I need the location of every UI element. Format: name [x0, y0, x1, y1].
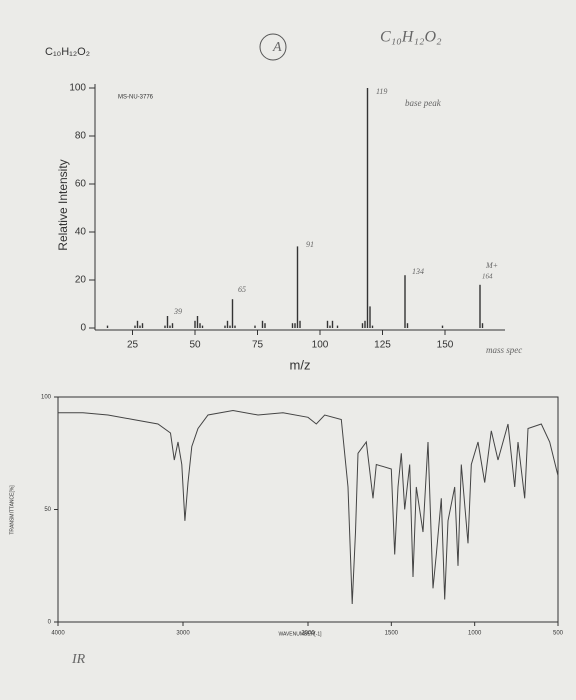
- peak: [366, 88, 369, 328]
- x-axis-label: m/z: [290, 357, 311, 372]
- peak: [294, 323, 296, 328]
- peak: [141, 323, 144, 328]
- peak: [196, 316, 199, 328]
- peak: [134, 325, 136, 328]
- peak: [136, 320, 139, 328]
- peak: [481, 323, 484, 328]
- handwritten-note: 91: [306, 240, 314, 249]
- peak: [326, 320, 329, 328]
- handwritten-note: mass spec: [486, 345, 522, 355]
- x-tick-label: 100: [312, 340, 329, 351]
- x-tick-label: 1000: [468, 631, 482, 637]
- peak: [194, 320, 196, 328]
- handwritten-note: M+: [485, 261, 498, 270]
- x-tick-label: 125: [374, 340, 391, 351]
- x-tick-label: 4000: [51, 631, 65, 637]
- x-tick-label: 3000: [176, 631, 190, 637]
- peak: [171, 323, 174, 328]
- peak: [164, 325, 166, 328]
- peak: [479, 284, 481, 328]
- peak: [364, 320, 366, 328]
- y-tick-label: 80: [75, 131, 87, 142]
- x-tick-label: 1500: [385, 631, 399, 637]
- x-tick-label: 75: [252, 340, 264, 351]
- x-tick-label: 150: [437, 340, 454, 351]
- y-tick-label: 50: [44, 507, 51, 513]
- handwritten-note: 134: [412, 267, 424, 276]
- peak: [336, 325, 339, 328]
- peak: [106, 325, 109, 328]
- handwritten-note: base peak: [405, 98, 442, 108]
- x-tick-label: 25: [127, 340, 139, 351]
- peak: [296, 246, 299, 328]
- x-tick-label: 2000: [301, 631, 315, 637]
- peak: [261, 320, 264, 328]
- y-tick-label: 20: [75, 275, 87, 286]
- handwritten-note: 119: [376, 87, 387, 96]
- handwritten-note: IR: [71, 652, 86, 667]
- peak: [169, 325, 171, 328]
- y-tick-label: 40: [75, 227, 87, 238]
- peak: [441, 325, 444, 328]
- peak: [406, 323, 409, 328]
- peak: [299, 320, 301, 328]
- chart-label: MS-NU-3776: [118, 95, 154, 101]
- peak: [231, 299, 234, 328]
- handwritten-note: 39: [173, 307, 182, 316]
- peak: [369, 306, 371, 328]
- peak: [139, 325, 141, 328]
- peak: [404, 275, 406, 328]
- y-axis-label: Relative Intensity: [56, 159, 70, 250]
- peak: [291, 323, 294, 328]
- y-tick-label: 0: [48, 620, 52, 626]
- peak: [166, 316, 169, 328]
- peak: [224, 325, 226, 328]
- peak: [234, 325, 236, 328]
- circle: [259, 33, 287, 61]
- peak: [331, 320, 334, 328]
- y-tick-label: 0: [80, 323, 86, 334]
- peak: [361, 323, 364, 328]
- y-axis-label: TRANSMITTANCE[%]: [9, 485, 15, 535]
- handwritten-note: 164: [482, 273, 493, 281]
- peak: [329, 325, 331, 328]
- x-tick-label: 500: [553, 631, 564, 637]
- peak: [254, 325, 256, 328]
- y-tick-label: 60: [75, 179, 87, 190]
- x-tick-label: 50: [189, 340, 201, 351]
- y-tick-label: 100: [69, 83, 86, 94]
- peak: [199, 323, 201, 328]
- peak: [229, 325, 231, 328]
- handwritten-note: A: [272, 40, 282, 55]
- peak: [264, 323, 266, 328]
- handwritten-note: 65: [238, 285, 246, 294]
- y-tick-label: 100: [41, 395, 52, 401]
- formula: C₁₀H₁₂O₂: [45, 46, 90, 58]
- handwritten-note: C₁₀H₁₂O₂: [380, 29, 442, 46]
- peak: [201, 325, 204, 328]
- ir-trace: [58, 409, 559, 605]
- x-axis-label: WAVENUMBER[-1]: [278, 631, 322, 637]
- peak: [226, 320, 229, 328]
- peak: [371, 325, 374, 328]
